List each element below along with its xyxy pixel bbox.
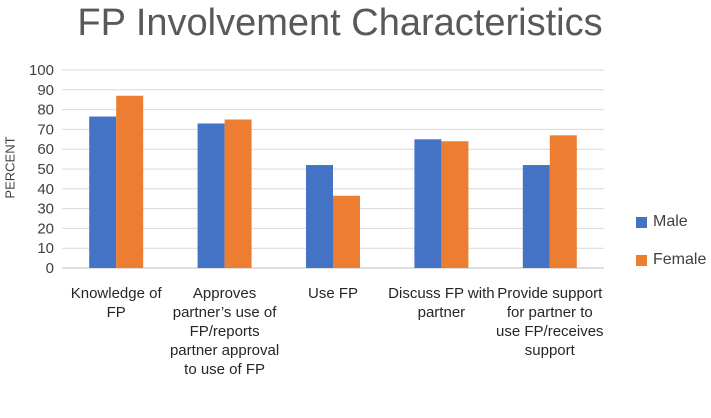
legend-label-male: Male bbox=[653, 213, 688, 230]
legend: Male Female bbox=[636, 212, 706, 288]
bar-male-4 bbox=[522, 165, 550, 268]
y-tick-label: 40 bbox=[37, 181, 54, 198]
y-tick-label: 0 bbox=[46, 260, 54, 277]
category-label: Knowledge of FP bbox=[70, 285, 162, 321]
y-tick-label: 10 bbox=[37, 240, 54, 257]
bar-female-3 bbox=[441, 141, 469, 268]
y-tick-label: 70 bbox=[37, 121, 54, 138]
bar-female-2 bbox=[333, 195, 360, 268]
legend-label-female: Female bbox=[653, 251, 707, 268]
category-label: Discuss FP with partner bbox=[388, 285, 495, 321]
legend-swatch-female bbox=[636, 254, 647, 266]
bar-male-0 bbox=[89, 116, 117, 268]
chart-title: FP Involvement Characteristics bbox=[77, 2, 603, 44]
y-tick-label: 100 bbox=[29, 62, 54, 79]
bar-male-1 bbox=[197, 123, 225, 269]
y-tick-label: 60 bbox=[37, 141, 54, 158]
legend-swatch-male bbox=[636, 216, 647, 228]
bar-female-4 bbox=[549, 135, 577, 268]
legend-item-female: Female bbox=[636, 250, 706, 270]
y-tick-label: 20 bbox=[37, 220, 54, 237]
y-tick-label: 50 bbox=[37, 161, 54, 178]
bar-male-3 bbox=[414, 139, 442, 268]
y-tick-label: 30 bbox=[37, 201, 54, 218]
legend-item-male: Male bbox=[636, 212, 706, 232]
category-label: Approves partner’s use of FP/reports par… bbox=[169, 285, 280, 378]
y-tick-label: 90 bbox=[37, 82, 54, 99]
bar-female-1 bbox=[224, 119, 252, 268]
category-label: Provide support for partner to use FP/re… bbox=[496, 285, 604, 359]
y-tick-label: 80 bbox=[37, 102, 54, 119]
bar-female-0 bbox=[116, 95, 144, 269]
bar-male-2 bbox=[306, 165, 333, 268]
category-label: Use FP bbox=[307, 285, 358, 302]
